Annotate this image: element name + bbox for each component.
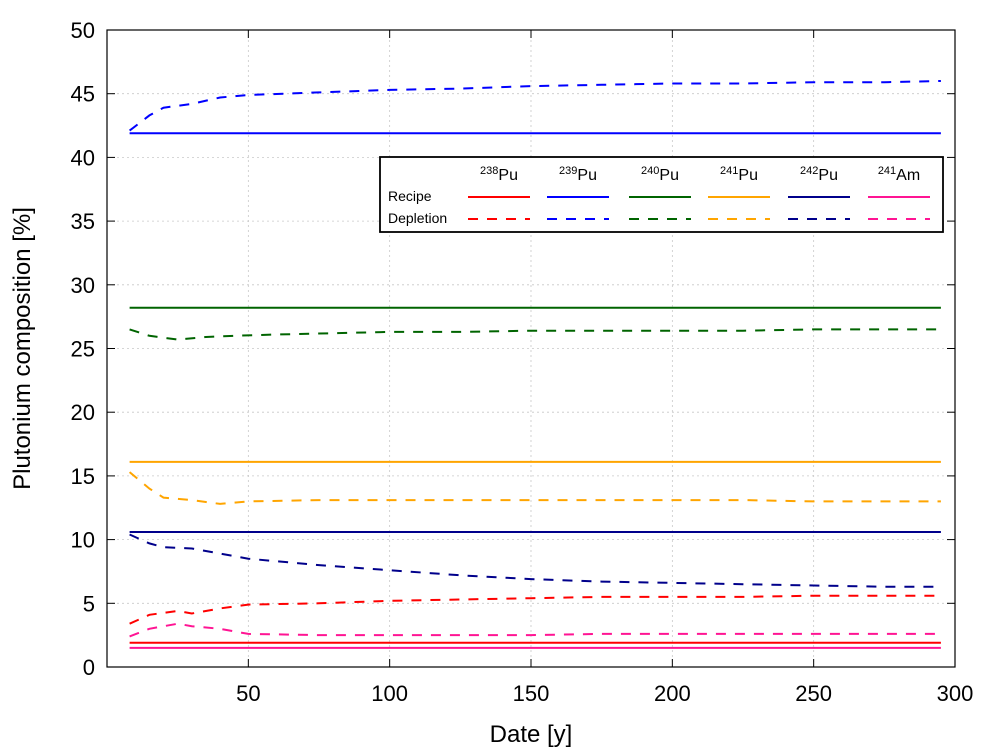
depletion-line-241pu — [128, 471, 941, 505]
y-tick-label: 20 — [71, 400, 95, 425]
legend-isotope-label: 241Pu — [720, 165, 758, 184]
y-tick-label: 50 — [71, 18, 95, 43]
x-tick-label: 50 — [236, 681, 260, 706]
x-tick-label: 300 — [937, 681, 974, 706]
y-tick-label: 40 — [71, 145, 95, 170]
y-tick-label: 25 — [71, 337, 95, 362]
y-tick-label: 45 — [71, 82, 95, 107]
y-tick-label: 15 — [71, 464, 95, 489]
x-tick-label: 250 — [795, 681, 832, 706]
legend: Recipe Depletion 238Pu 239Pu 240Pu 241Pu 242Pu… — [379, 156, 944, 233]
legend-row-depletion: Depletion — [388, 210, 447, 226]
depletion-line-242pu — [129, 533, 941, 588]
legend-row-recipe: Recipe — [388, 188, 432, 204]
ticks: 50 100 150 200 250 300 0 5 10 15 20 25 30 35 40 45 50 — [71, 18, 974, 706]
x-tick-label: 150 — [513, 681, 550, 706]
y-tick-label: 30 — [71, 273, 95, 298]
depletion-line-240pu — [129, 328, 941, 341]
depletion-line-241am — [129, 622, 941, 638]
x-tick-label: 200 — [654, 681, 691, 706]
legend-isotope-label: 239Pu — [559, 165, 597, 184]
series-layer — [128, 80, 941, 649]
legend-isotope-label: 238Pu — [480, 165, 518, 184]
legend-isotope-label: 240Pu — [641, 165, 679, 184]
depletion-line-238pu — [129, 594, 941, 625]
x-tick-label: 100 — [371, 681, 408, 706]
y-tick-label: 0 — [83, 655, 95, 680]
y-tick-label: 5 — [83, 591, 95, 616]
y-tick-label: 10 — [71, 528, 95, 553]
x-axis-title: Date [y] — [490, 721, 573, 748]
legend-isotope-label: 241Am — [878, 165, 920, 184]
y-tick-label: 35 — [71, 209, 95, 234]
legend-isotope-label: 242Pu — [800, 165, 838, 184]
y-axis-title: Plutonium composition [%] — [9, 207, 36, 490]
